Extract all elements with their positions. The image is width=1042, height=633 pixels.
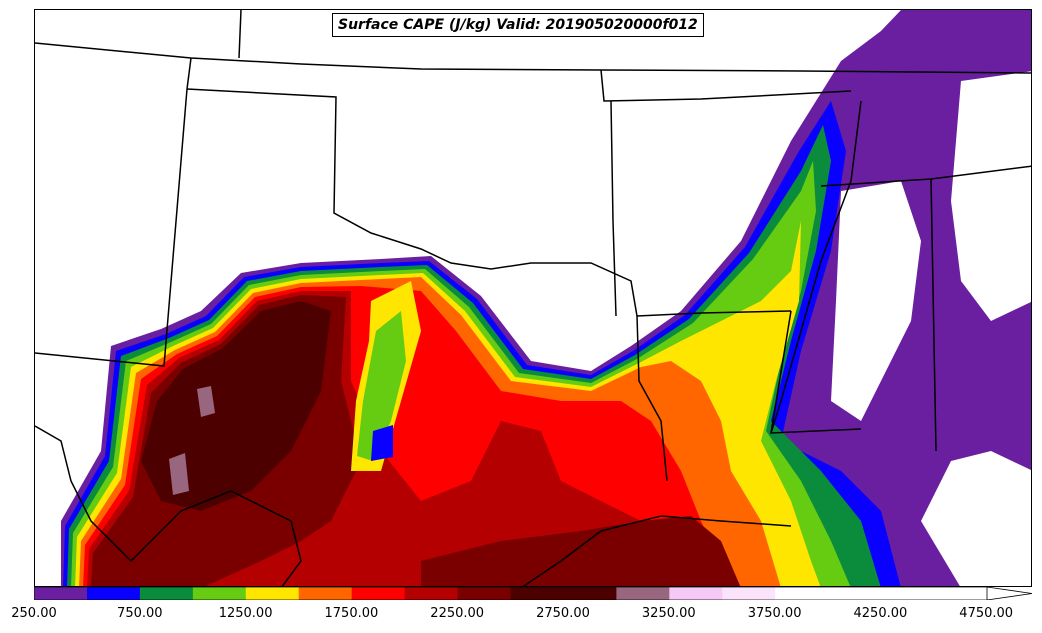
state-borders — [35, 10, 1031, 586]
cape-area-maroon-gulf — [421, 516, 741, 586]
cape-area-clear-east — [951, 71, 1031, 321]
colorbar-swatch — [881, 587, 935, 600]
colorbar-swatch — [298, 587, 353, 600]
colorbar-swatch — [86, 587, 141, 600]
map-title: Surface CAPE (J/kg) Valid: 201905020000f… — [332, 13, 704, 37]
colorbar-swatch — [245, 587, 300, 600]
colorbar-swatch — [616, 587, 670, 600]
colorbar-tick-label: 1250.00 — [218, 606, 273, 621]
colorbar-tick-label: 3250.00 — [641, 606, 696, 621]
colorbar-swatch — [775, 587, 829, 600]
colorbar — [34, 587, 1032, 600]
colorbar-tick-label: 250.00 — [11, 606, 57, 621]
colorbar-swatch — [404, 587, 459, 600]
cape-area-texas-stripe-green — [357, 311, 406, 461]
colorbar-swatch — [563, 587, 617, 600]
colorbar-tick-label: 4250.00 — [853, 606, 908, 621]
colorbar-swatch — [722, 587, 776, 600]
cape-map — [34, 9, 1032, 587]
colorbar-tick-label: 4750.00 — [959, 606, 1014, 621]
cape-area-darkest — [141, 301, 331, 511]
cape-area-texas-stripe-blue — [371, 425, 393, 461]
colorbar-tick-label: 2750.00 — [536, 606, 590, 621]
colorbar-swatch — [669, 587, 723, 600]
colorbar-swatch — [510, 587, 564, 600]
colorbar-tick-label: 750.00 — [117, 606, 163, 621]
colorbar-tick-label: 2250.00 — [430, 606, 485, 621]
colorbar-swatch — [192, 587, 247, 600]
colorbar-extend-arrow — [986, 587, 1032, 600]
colorbar-swatch — [828, 587, 882, 600]
colorbar-swatch — [457, 587, 511, 600]
cape-map-canvas — [35, 10, 1031, 586]
colorbar-swatch — [139, 587, 194, 600]
colorbar-swatch — [934, 587, 988, 600]
colorbar-tick-label: 3750.00 — [747, 606, 802, 621]
colorbar-swatch — [34, 587, 88, 600]
colorbar-swatch — [351, 587, 406, 600]
colorbar-tick-label: 1750.00 — [324, 606, 379, 621]
cape-area-mauve — [169, 386, 215, 495]
cape-area-clear-inland — [831, 181, 921, 421]
